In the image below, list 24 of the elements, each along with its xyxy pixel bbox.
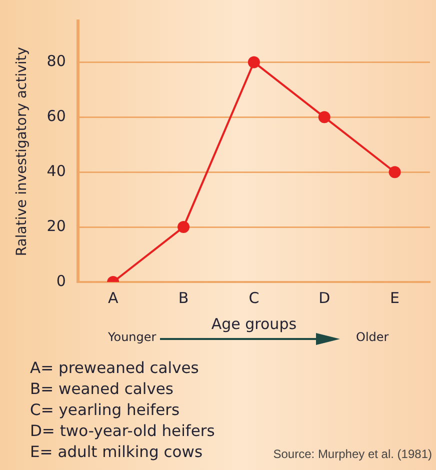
x-tick-label: B [178, 288, 189, 307]
y-tick-label: 20 [46, 216, 66, 235]
x-tick-label: D [318, 288, 330, 307]
x-tick-label: A [108, 288, 119, 307]
text: E= adult milking cows [30, 442, 204, 463]
text: D= two-year-old heifers [30, 421, 215, 442]
text: Younger [108, 330, 156, 344]
y-axis-title: Ralative investigatory activity [14, 46, 30, 256]
y-tick-label: 60 [46, 107, 66, 126]
text: B= weaned calves [30, 379, 174, 400]
x-tick-label: C [248, 288, 260, 307]
y-tick-label: 0 [56, 272, 66, 290]
point [178, 221, 190, 234]
point [248, 56, 260, 68]
point [318, 111, 330, 124]
y-tick-label: 40 [46, 162, 66, 180]
source-note: Source: Murphey et al. (1981) [273, 447, 432, 461]
x-axis-title: Age groups [211, 314, 297, 333]
point [388, 166, 401, 178]
text: Older [356, 330, 389, 344]
x-tick-label: E [390, 288, 400, 307]
y-tick-label: 80 [46, 52, 66, 70]
text: A= preweaned calves [30, 358, 200, 379]
text: C= yearling heifers [30, 400, 181, 421]
